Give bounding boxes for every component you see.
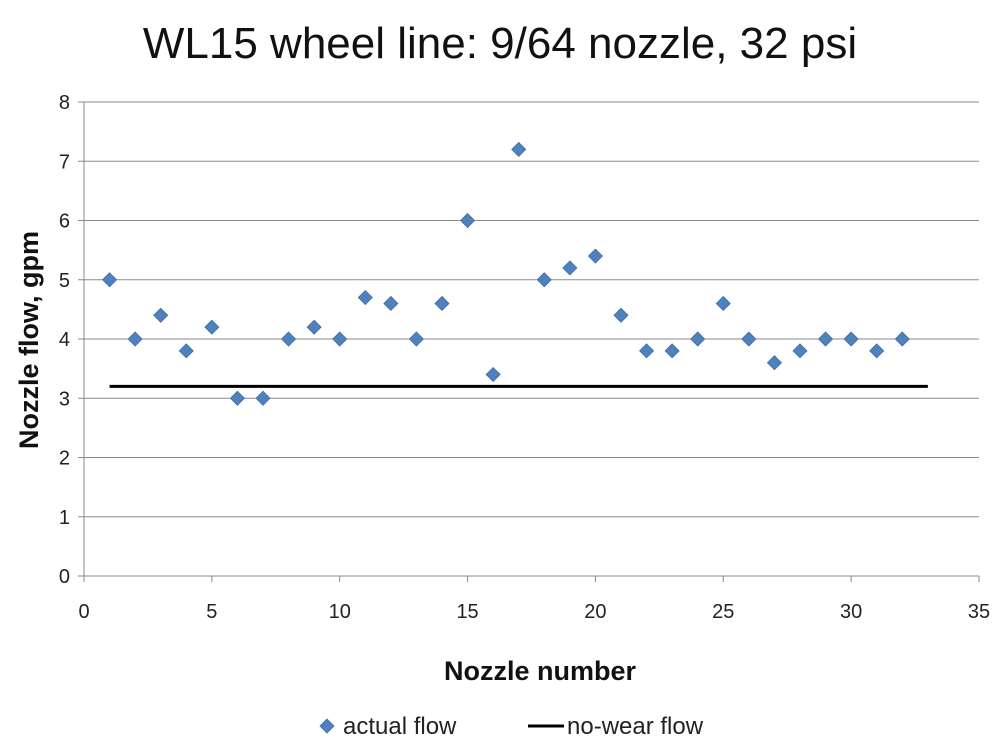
y-tick-label-7: 7 xyxy=(59,151,70,173)
actual-flow-point xyxy=(485,366,501,383)
y-tick-label-3: 3 xyxy=(59,388,70,410)
actual-flow-point xyxy=(460,212,476,229)
legend-actual-flow-marker xyxy=(319,718,335,734)
actual-flow-point xyxy=(434,295,450,312)
actual-flow-point xyxy=(613,307,629,323)
actual-flow-point xyxy=(229,390,245,406)
actual-flow-point xyxy=(792,343,808,359)
actual-flow-point xyxy=(306,319,322,335)
actual-flow-point xyxy=(127,331,143,347)
axis-layer xyxy=(78,101,980,582)
actual-flow-point xyxy=(332,331,348,347)
actual-flow-point xyxy=(357,289,373,306)
actual-flow-point xyxy=(408,331,424,347)
legend: actual flow no-wear flow xyxy=(319,713,704,740)
actual-flow-point xyxy=(383,295,399,312)
x-tick-label-1: 5 xyxy=(206,601,217,623)
tick-label-layer: 0 1 2 3 4 5 6 7 8 0 5 10 15 20 25 30 35 xyxy=(59,92,990,623)
actual-flow-point xyxy=(281,331,297,347)
actual-flow-point xyxy=(562,260,578,276)
y-tick-label-0: 0 xyxy=(59,566,70,588)
actual-flow-point xyxy=(587,248,603,264)
actual-flow-point xyxy=(511,141,527,157)
x-tick-label-2: 10 xyxy=(329,601,351,623)
actual-flow-point xyxy=(102,272,118,288)
actual-flow-point xyxy=(741,331,757,347)
actual-flow-point xyxy=(255,390,271,406)
actual-flow-point xyxy=(178,343,194,359)
legend-no-wear-flow-label: no-wear flow xyxy=(567,713,704,740)
y-tick-label-2: 2 xyxy=(59,448,70,470)
actual-flow-point xyxy=(869,343,885,359)
actual-flow-point xyxy=(204,319,220,335)
y-tick-label-4: 4 xyxy=(59,329,70,351)
x-tick-label-7: 35 xyxy=(968,601,990,623)
y-tick-label-6: 6 xyxy=(59,211,70,233)
x-axis-title: Nozzle number xyxy=(444,656,637,686)
actual-flow-point xyxy=(536,272,552,288)
actual-flow-point xyxy=(715,295,731,312)
x-tick-label-5: 25 xyxy=(712,601,734,623)
y-axis-title: Nozzle flow, gpm xyxy=(14,231,44,449)
series-layer xyxy=(102,141,928,406)
actual-flow-point xyxy=(153,307,169,323)
y-tick-label-5: 5 xyxy=(59,270,70,292)
chart-title: WL15 wheel line: 9/64 nozzle, 32 psi xyxy=(143,19,857,68)
x-tick-label-4: 20 xyxy=(584,601,606,623)
actual-flow-point xyxy=(690,331,706,347)
actual-flow-point xyxy=(894,331,910,347)
actual-flow-point xyxy=(843,331,859,347)
x-tick-label-0: 0 xyxy=(78,601,89,623)
x-tick-label-3: 15 xyxy=(456,601,478,623)
actual-flow-point xyxy=(639,343,655,359)
y-tick-label-1: 1 xyxy=(59,507,70,529)
y-tick-label-8: 8 xyxy=(59,92,70,114)
actual-flow-point xyxy=(766,355,782,371)
actual-flow-point xyxy=(664,343,680,359)
x-tick-label-6: 30 xyxy=(840,601,862,623)
legend-actual-flow-label: actual flow xyxy=(343,713,457,740)
actual-flow-point xyxy=(818,331,834,347)
